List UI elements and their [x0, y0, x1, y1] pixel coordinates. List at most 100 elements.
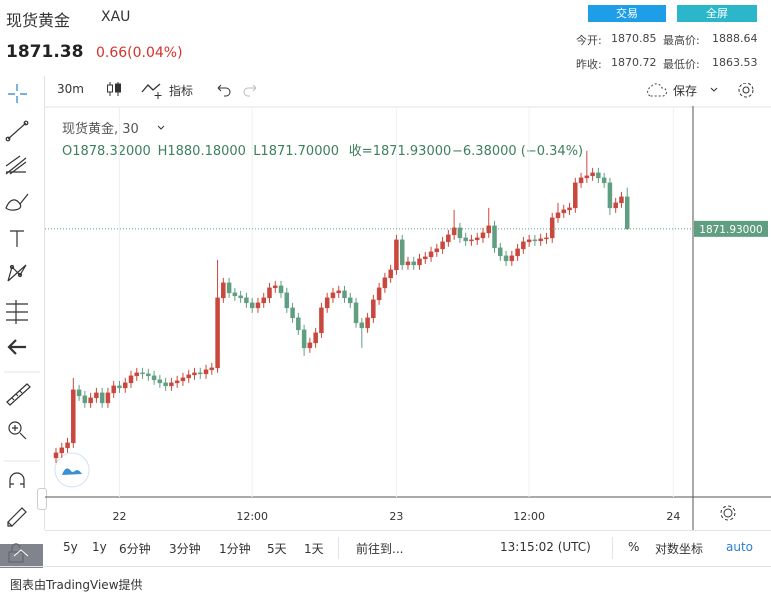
candle-body: [221, 282, 226, 299]
collapse-handle[interactable]: [37, 488, 47, 510]
candle-body: [111, 385, 116, 394]
stat-label: 今开:: [576, 34, 602, 47]
settings[interactable]: [708, 83, 764, 99]
trade-button[interactable]: 交易: [588, 5, 666, 22]
undo-redo[interactable]: [214, 81, 258, 97]
range-button[interactable]: 1y: [92, 540, 107, 554]
candle-body: [301, 329, 307, 349]
range-button[interactable]: 1分钟: [219, 542, 251, 556]
candle-body: [232, 292, 238, 297]
price: 1871.38: [6, 42, 84, 62]
candle-body: [544, 237, 549, 240]
candle-body: [486, 225, 491, 234]
fullscreen-button[interactable]: 全屏: [677, 5, 757, 22]
candle-body: [607, 182, 613, 209]
range-button[interactable]: 1天: [304, 542, 324, 556]
candle-body: [174, 380, 180, 384]
candle-body: [474, 237, 480, 241]
symbol-code: XAU: [101, 9, 131, 25]
trendline-tool[interactable]: [5, 120, 29, 142]
x-tick-label: 22: [112, 510, 126, 523]
prediction-tool[interactable]: [6, 300, 28, 324]
tv-logo[interactable]: [54, 452, 90, 488]
footer: 图表由TradingView提供: [10, 578, 143, 592]
log-button[interactable]: 对数坐标: [655, 542, 704, 556]
candle-body: [128, 375, 134, 384]
candle-body: [186, 374, 191, 379]
zoom-tool[interactable]: [8, 421, 27, 440]
fib-tool[interactable]: [5, 155, 27, 175]
candle-body: [399, 239, 405, 266]
candle-body: [515, 248, 520, 257]
candle-body: [99, 392, 105, 404]
candle-body: [555, 212, 561, 219]
percent-button[interactable]: %: [628, 540, 640, 554]
candle-body: [578, 177, 584, 184]
candle-body: [498, 247, 503, 257]
candle-body: [180, 377, 186, 382]
candle-body: [267, 287, 272, 299]
candle-body: [353, 302, 359, 324]
auto-button[interactable]: auto: [726, 540, 754, 554]
save-button[interactable]: 保存: [673, 84, 698, 98]
candle-body: [411, 261, 416, 266]
candle-body: [619, 196, 624, 204]
range-button[interactable]: 6分钟: [119, 542, 151, 556]
candle-body: [538, 238, 543, 242]
chart-style-icon[interactable]: [104, 80, 124, 98]
pattern-tool[interactable]: [7, 264, 27, 282]
time-scale-settings[interactable]: [720, 505, 736, 521]
price-change: 0.66(0.04%): [96, 45, 183, 61]
candle-body: [423, 256, 428, 260]
candle-body: [203, 369, 209, 375]
goto-button[interactable]: 前往到...: [356, 542, 404, 556]
candle-body: [532, 239, 538, 242]
candle-body: [169, 382, 174, 387]
candle-body: [359, 322, 365, 329]
candle-body: [65, 442, 70, 449]
toolbar-divider: [44, 76, 45, 530]
candle-body: [394, 239, 399, 271]
interval-button[interactable]: 30m: [57, 82, 84, 96]
candle-body: [255, 302, 261, 309]
crosshair-tool[interactable]: [8, 84, 27, 103]
candle-body: [457, 227, 463, 239]
magnet-tool[interactable]: [9, 472, 25, 488]
candle-body: [140, 372, 145, 375]
title-dropdown[interactable]: [157, 125, 165, 130]
lock-tool[interactable]: [7, 507, 27, 527]
range-button[interactable]: 3分钟: [169, 542, 201, 556]
back-tool[interactable]: [7, 339, 26, 355]
cloud-icon[interactable]: [643, 81, 671, 99]
candle-body: [446, 234, 451, 243]
candle-body: [53, 452, 59, 459]
candle-body: [330, 292, 336, 299]
tv-logo-mark: [62, 468, 82, 475]
candle-body: [469, 239, 474, 242]
candle-body: [307, 342, 313, 349]
brush-tool[interactable]: [5, 193, 29, 211]
stat-value: 1870.85: [611, 32, 657, 45]
candle-body: [584, 175, 590, 179]
candle-body: [273, 285, 278, 289]
last-price-box: [694, 220, 768, 237]
candle-body: [192, 372, 197, 376]
range-button[interactable]: 5天: [267, 542, 287, 556]
candle-body: [290, 307, 295, 319]
indicator-button[interactable]: 指标: [169, 84, 194, 98]
text-tool[interactable]: [10, 230, 24, 247]
legend-value: −6.38000 (−0.34%): [452, 144, 583, 159]
candle-body: [417, 258, 422, 266]
candle-body: [428, 251, 434, 258]
candle-body: [209, 367, 215, 371]
candle-body: [573, 182, 578, 209]
drawing-toolbar: [0, 84, 43, 568]
ruler-tool[interactable]: [6, 383, 31, 406]
candle-body: [526, 239, 532, 243]
candle-body: [105, 392, 111, 404]
range-button[interactable]: 5y: [63, 540, 78, 554]
legend-value: H1880.18000: [158, 144, 246, 159]
candle-body: [509, 255, 515, 262]
indicator-icon[interactable]: [140, 80, 166, 100]
